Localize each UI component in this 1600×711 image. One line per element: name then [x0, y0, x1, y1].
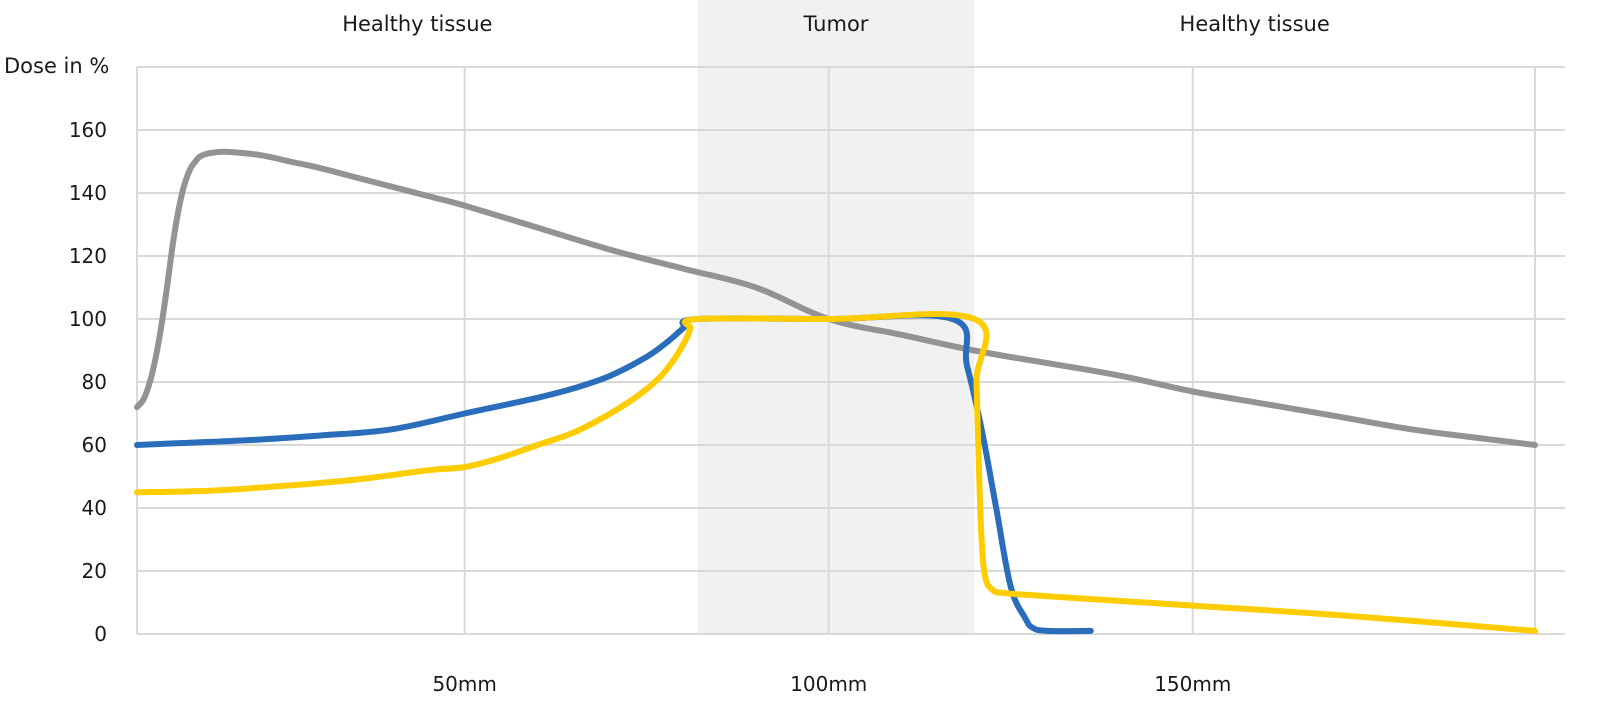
y-tick-label-8: 160 [69, 118, 107, 142]
chart-labels: Healthy tissue Tumor Healthy tissue 0 20 40 60… [69, 12, 1330, 696]
x-tick-label-1: 100mm [790, 672, 867, 696]
y-tick-label-5: 100 [69, 307, 107, 331]
y-axis-title: Dose in % [4, 54, 109, 78]
y-tick-label-1: 20 [82, 559, 107, 583]
region-label-0: Healthy tissue [342, 12, 492, 36]
y-tick-label-2: 40 [82, 496, 107, 520]
grid-lines [136, 66, 1565, 635]
x-tick-label-2: 150mm [1154, 672, 1231, 696]
dose-curve-2 [134, 311, 1538, 634]
y-tick-label-3: 60 [82, 433, 107, 457]
region-label-2: Healthy tissue [1180, 12, 1330, 36]
dose-curves [134, 148, 1538, 635]
region-label-1: Tumor [803, 12, 869, 36]
y-tick-label-0: 0 [94, 622, 107, 646]
y-tick-label-4: 80 [82, 370, 107, 394]
y-tick-label-7: 140 [69, 181, 107, 205]
dose-curve-0 [134, 148, 1538, 448]
y-tick-label-6: 120 [69, 244, 107, 268]
x-tick-label-0: 50mm [432, 672, 496, 696]
